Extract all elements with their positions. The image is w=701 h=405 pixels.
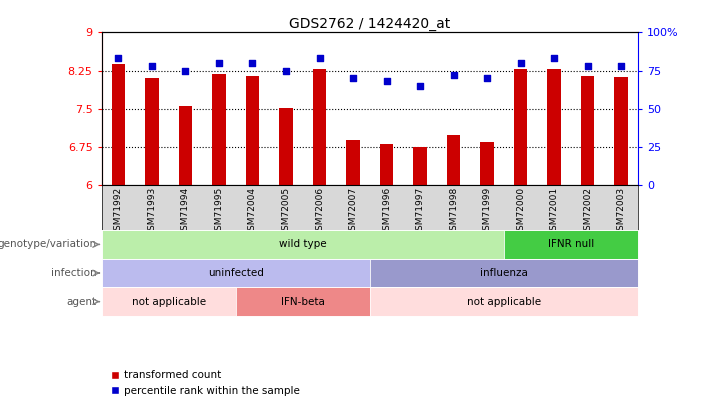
Point (448, 72, 459, 78)
Text: agent: agent (66, 296, 96, 307)
Bar (246, 76, 259, 185)
Text: uninfected: uninfected (207, 268, 264, 278)
Text: GSM72006: GSM72006 (315, 187, 324, 236)
Text: GSM72000: GSM72000 (516, 187, 525, 236)
Point (482, 75, 493, 81)
Point (247, 60, 258, 66)
Bar (236, 287, 370, 316)
Bar (111, 64, 125, 185)
Text: GSM71999: GSM71999 (482, 187, 491, 237)
Bar (447, 135, 461, 185)
Bar (480, 142, 494, 185)
Text: GSM72001: GSM72001 (550, 187, 559, 236)
Title: GDS2762 / 1424420_at: GDS2762 / 1424420_at (289, 17, 451, 31)
Bar (514, 69, 527, 185)
Bar (547, 69, 561, 185)
Text: GSM71997: GSM71997 (416, 187, 425, 237)
Text: genotype/variation: genotype/variation (0, 239, 96, 249)
Text: influenza: influenza (480, 268, 528, 278)
Text: GSM72003: GSM72003 (617, 187, 626, 236)
Bar (102, 287, 236, 316)
Text: not applicable: not applicable (467, 296, 541, 307)
Bar (380, 144, 393, 185)
Point (414, 83, 426, 89)
Text: GSM72002: GSM72002 (583, 187, 592, 236)
Bar (370, 259, 638, 287)
Text: IFNR null: IFNR null (547, 239, 594, 249)
Point (147, 63, 158, 69)
Point (113, 55, 124, 62)
Bar (102, 230, 504, 259)
Bar (212, 74, 226, 185)
Bar (414, 147, 427, 185)
Point (314, 55, 325, 62)
Point (213, 60, 224, 66)
Point (515, 60, 526, 66)
Bar (370, 287, 638, 316)
Text: GSM72005: GSM72005 (282, 187, 290, 236)
Text: GSM72004: GSM72004 (248, 187, 257, 236)
Point (280, 67, 292, 74)
Text: IFN-beta: IFN-beta (281, 296, 325, 307)
Point (548, 55, 559, 62)
Text: infection: infection (50, 268, 96, 278)
Text: not applicable: not applicable (132, 296, 205, 307)
Text: GSM71995: GSM71995 (215, 187, 224, 237)
Bar (581, 76, 594, 185)
Text: GSM72007: GSM72007 (348, 187, 358, 236)
Text: GSM71992: GSM71992 (114, 187, 123, 236)
Bar (279, 108, 293, 185)
Point (582, 63, 593, 69)
Text: wild type: wild type (279, 239, 327, 249)
Bar (504, 230, 638, 259)
Bar (145, 78, 158, 185)
Bar (102, 259, 370, 287)
Text: GSM71998: GSM71998 (449, 187, 458, 237)
Legend: transformed count, percentile rank within the sample: transformed count, percentile rank withi… (107, 366, 304, 400)
Text: GSM71996: GSM71996 (382, 187, 391, 237)
Point (348, 75, 359, 81)
Point (180, 67, 191, 74)
Text: GSM71994: GSM71994 (181, 187, 190, 236)
Bar (179, 106, 192, 185)
Point (615, 63, 627, 69)
Bar (346, 140, 360, 185)
Text: GSM71993: GSM71993 (147, 187, 156, 237)
Point (381, 78, 392, 84)
Bar (615, 77, 628, 185)
Bar (313, 69, 326, 185)
